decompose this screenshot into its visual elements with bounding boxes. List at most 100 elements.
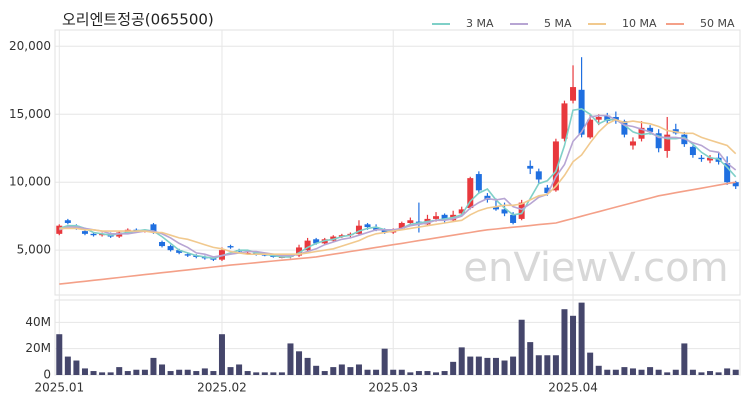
volume-bar xyxy=(441,371,448,375)
candle-body xyxy=(655,133,662,149)
chart-title: 오리엔트정공(065500) xyxy=(62,11,214,29)
candle-body xyxy=(552,141,559,191)
candle-body xyxy=(441,214,448,221)
volume-bar xyxy=(81,368,88,375)
legend-label: 5 MA xyxy=(544,17,572,30)
volume-bar xyxy=(732,369,739,375)
candle-body xyxy=(689,146,696,156)
volume-bar xyxy=(141,369,148,375)
y-tick-label: 10,000 xyxy=(9,175,51,189)
volume-bar xyxy=(638,369,645,375)
volume-bar xyxy=(133,369,140,375)
y-tick-label: 20M xyxy=(25,341,51,355)
volume-bar xyxy=(313,365,320,375)
candle-body xyxy=(527,165,534,169)
ma-line xyxy=(59,181,736,285)
volume-bar xyxy=(595,365,602,375)
volume-bar xyxy=(287,343,294,375)
candle-body xyxy=(647,127,654,132)
candle-body xyxy=(587,119,594,138)
candle-body xyxy=(544,187,551,194)
volume-bar xyxy=(433,372,440,375)
candle-body xyxy=(433,216,440,219)
volume-bar xyxy=(193,371,200,375)
candle-body xyxy=(313,239,320,244)
candle-body xyxy=(381,229,388,233)
volume-bar xyxy=(629,368,636,375)
volume-bar xyxy=(338,364,345,375)
candle-body xyxy=(296,247,303,256)
volume-bar xyxy=(407,372,414,375)
candle-body xyxy=(570,87,577,101)
volume-bar xyxy=(90,371,97,375)
volume-bar xyxy=(210,371,217,375)
volume-bar xyxy=(355,364,362,375)
candle-body xyxy=(604,115,611,122)
volume-bar xyxy=(270,372,277,375)
x-tick-label: 2025.03 xyxy=(368,381,418,395)
volume-bar xyxy=(398,369,405,375)
volume-bar xyxy=(278,372,285,375)
volume-bar xyxy=(587,352,594,375)
ma-line xyxy=(59,114,737,258)
volume-bar xyxy=(724,368,731,375)
x-tick-label: 2025.01 xyxy=(34,381,84,395)
volume-bar xyxy=(544,355,551,375)
volume-bar xyxy=(698,372,705,375)
volume-bar xyxy=(552,355,559,375)
candle-body xyxy=(364,224,371,228)
volume-bar xyxy=(296,351,303,375)
candle-body xyxy=(578,89,585,135)
volume-bar xyxy=(218,334,225,375)
candle-body xyxy=(227,246,234,248)
volume-bar xyxy=(510,356,517,375)
candle-body xyxy=(458,209,465,214)
volume-bar xyxy=(604,369,611,375)
volume-bar xyxy=(612,369,619,375)
x-tick-label: 2025.04 xyxy=(548,381,598,395)
candle-body xyxy=(373,227,380,230)
candle-body xyxy=(732,182,739,187)
legend-label: 3 MA xyxy=(466,17,494,30)
candle-body xyxy=(638,127,645,139)
volume-bar xyxy=(304,357,311,375)
volume-bar xyxy=(244,371,251,375)
volume-bar xyxy=(321,371,328,375)
candle-body xyxy=(56,225,63,234)
volume-bar xyxy=(664,372,671,375)
volume-bar xyxy=(150,357,157,375)
volume-bar xyxy=(201,368,208,375)
volume-bar xyxy=(73,360,80,375)
candle-body xyxy=(355,225,362,234)
legend-label: 10 MA xyxy=(622,17,657,30)
candle-body xyxy=(176,250,183,253)
volume-bar xyxy=(570,315,577,375)
volume-bar xyxy=(176,369,183,375)
volume-bar xyxy=(501,360,508,375)
candle-body xyxy=(518,202,525,219)
ma-line xyxy=(59,118,737,255)
y-tick-label: 15,000 xyxy=(9,107,51,121)
volume-bar xyxy=(107,372,114,375)
volume-bar xyxy=(381,348,388,375)
volume-bar xyxy=(373,369,380,375)
candle-body xyxy=(664,134,671,151)
candle-body xyxy=(304,240,311,251)
legend-label: 50 MA xyxy=(700,17,735,30)
candle-body xyxy=(492,206,499,210)
volume-bar xyxy=(715,372,722,375)
watermark: enViewV.com xyxy=(463,245,728,291)
candle-body xyxy=(724,163,731,183)
volume-bar xyxy=(689,369,696,375)
candle-body xyxy=(150,224,157,233)
y-tick-label: 40M xyxy=(25,315,51,329)
candle-body xyxy=(159,242,166,247)
volume-bar xyxy=(261,372,268,375)
volume-bar xyxy=(227,367,234,375)
candle-body xyxy=(167,246,174,251)
candle-body xyxy=(707,157,714,161)
candle-body xyxy=(698,157,705,160)
x-tick-label: 2025.02 xyxy=(197,381,247,395)
volume-bar xyxy=(253,372,260,375)
